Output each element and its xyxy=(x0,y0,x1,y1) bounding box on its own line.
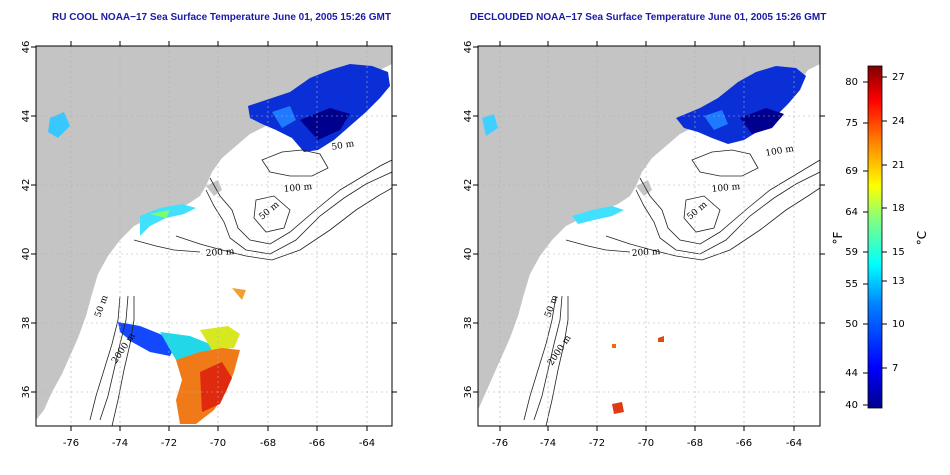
fahrenheit-tick: 50 xyxy=(845,319,858,330)
sst-patch-south-yellow xyxy=(200,326,240,350)
sst-patch-dark xyxy=(740,108,784,134)
sst-patch-mid xyxy=(704,110,728,130)
contour-label: 100 m xyxy=(765,144,795,159)
colorbar-gradient xyxy=(867,65,883,409)
right-x-axis: -76 -74 -72 -70 -68 -66 -64 xyxy=(492,41,802,449)
right-map-frame xyxy=(477,45,821,427)
sst-patch-mid xyxy=(272,106,296,128)
celsius-tick: 21 xyxy=(892,160,905,171)
fahrenheit-tick: 75 xyxy=(845,118,858,129)
y-tick-label: 36 xyxy=(21,386,32,399)
sst-patch-shelf xyxy=(140,204,196,236)
y-tick-label: 38 xyxy=(463,317,474,330)
graticule xyxy=(36,46,392,426)
land-mass xyxy=(478,46,820,410)
x-tick-label: -66 xyxy=(309,438,325,449)
y-tick-label: 42 xyxy=(21,179,32,192)
contour-label: 200 m xyxy=(632,247,662,259)
sst-patch-light xyxy=(482,114,498,136)
sst-patch-south-amber xyxy=(232,288,246,300)
left-map-frame xyxy=(35,45,393,427)
left-x-axis: -76 -74 -72 -70 -68 -66 -64 xyxy=(63,41,375,449)
fahrenheit-tick: 69 xyxy=(845,166,858,177)
colorbar-ticks xyxy=(863,76,887,406)
y-tick-label: 42 xyxy=(463,179,474,192)
x-tick-label: -76 xyxy=(63,438,79,449)
left-map-title: RU COOL NOAA−17 Sea Surface Temperature … xyxy=(52,12,391,23)
y-tick-label: 44 xyxy=(21,110,32,123)
right-map-panel: DECLOUDED NOAA−17 Sea Surface Temperatur… xyxy=(463,12,826,449)
sst-patch-green xyxy=(150,210,170,218)
celsius-tick: 18 xyxy=(892,203,905,214)
y-tick-label: 36 xyxy=(463,386,474,399)
x-tick-label: -72 xyxy=(589,438,605,449)
celsius-tick: 7 xyxy=(892,363,898,374)
fahrenheit-tick: 40 xyxy=(845,400,858,411)
celsius-tick: 10 xyxy=(892,319,905,330)
contour-label: 100 m xyxy=(283,182,313,195)
y-tick-label: 40 xyxy=(463,248,474,261)
sst-patch-small xyxy=(612,402,624,414)
right-map-area: 100 m 100 m 50 m 200 m 50 m 2000 m xyxy=(478,46,820,426)
celsius-tick: 24 xyxy=(892,116,905,127)
fahrenheit-unit-label: °F xyxy=(831,231,845,244)
x-tick-label: -66 xyxy=(736,438,752,449)
y-tick-label: 38 xyxy=(21,317,32,330)
sst-patch-shelf xyxy=(572,206,624,224)
x-tick-label: -76 xyxy=(492,438,508,449)
celsius-tick: 13 xyxy=(892,276,905,287)
left-map-panel: RU COOL NOAA−17 Sea Surface Temperature … xyxy=(21,12,397,449)
x-tick-label: -68 xyxy=(260,438,276,449)
sst-patch-south-red xyxy=(200,362,232,412)
celsius-tick: 27 xyxy=(892,72,905,83)
y-tick-label: 46 xyxy=(463,41,474,54)
x-tick-label: -64 xyxy=(786,438,802,449)
fahrenheit-tick: 80 xyxy=(845,77,858,88)
x-tick-label: -74 xyxy=(540,438,556,449)
celsius-unit-label: °C xyxy=(915,231,929,245)
y-tick-label: 46 xyxy=(21,41,32,54)
contour-label: 100 m xyxy=(711,182,741,195)
sst-patch-small xyxy=(612,344,616,348)
x-tick-label: -70 xyxy=(210,438,226,449)
sst-patch-gulf-of-maine xyxy=(676,66,806,144)
graticule xyxy=(478,46,820,426)
fahrenheit-tick: 64 xyxy=(845,207,858,218)
x-tick-label: -70 xyxy=(638,438,654,449)
right-y-axis: 46 44 42 40 38 36 xyxy=(463,41,825,399)
sst-patch-small xyxy=(658,336,664,342)
x-tick-label: -72 xyxy=(161,438,177,449)
x-tick-label: -74 xyxy=(112,438,128,449)
contour-label: 200 m xyxy=(206,247,236,259)
y-tick-label: 44 xyxy=(463,110,474,123)
sst-patch-light xyxy=(48,112,70,138)
fahrenheit-tick: 55 xyxy=(845,279,858,290)
temperature-colorbar: 80 75 69 64 59 55 50 44 40 27 24 21 18 1… xyxy=(831,65,929,411)
fahrenheit-tick: 59 xyxy=(845,247,858,258)
right-map-title: DECLOUDED NOAA−17 Sea Surface Temperatur… xyxy=(470,12,826,23)
fahrenheit-tick: 44 xyxy=(845,368,858,379)
y-tick-label: 40 xyxy=(21,248,32,261)
celsius-tick: 15 xyxy=(892,247,905,258)
left-map-area: 50 m 100 m 50 m 200 m 50 m 2000 m xyxy=(36,46,392,426)
sst-patch-gulf-of-maine xyxy=(248,64,390,152)
contour-label: 50 m xyxy=(331,139,356,153)
x-tick-label: -64 xyxy=(359,438,375,449)
land-mass xyxy=(36,46,392,420)
x-tick-label: -68 xyxy=(687,438,703,449)
left-y-axis: 46 44 42 40 38 36 xyxy=(21,41,397,399)
